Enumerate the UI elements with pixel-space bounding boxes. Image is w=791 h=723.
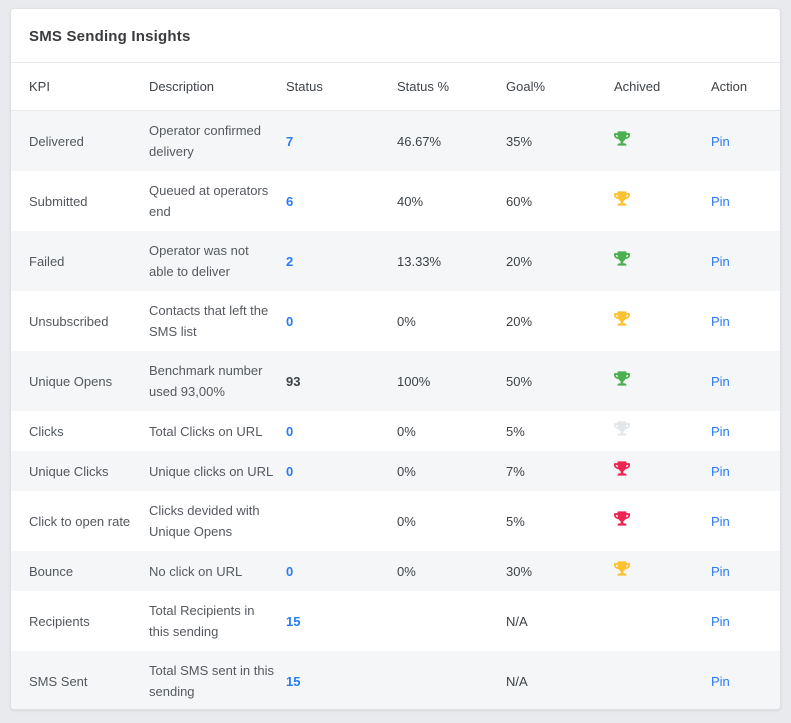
pin-link[interactable]: Pin xyxy=(711,423,730,439)
pin-link[interactable]: Pin xyxy=(711,193,730,209)
sms-insights-card: SMS Sending Insights KPI Description Sta… xyxy=(10,8,781,710)
goal-percent: 20% xyxy=(506,253,533,269)
kpi-description: Contacts that left the SMS list xyxy=(149,303,269,339)
pin-link[interactable]: Pin xyxy=(711,253,730,269)
status-value[interactable]: 6 xyxy=(286,193,294,209)
table-row: Bounce No click on URL 0 0% 30% Pin xyxy=(11,551,780,591)
trophy-icon xyxy=(614,250,630,266)
table-header-row: KPI Description Status Status % Goal% Ac… xyxy=(11,63,780,111)
kpi-description: Operator confirmed delivery xyxy=(149,123,261,159)
goal-percent: 60% xyxy=(506,193,533,209)
column-header-action: Action xyxy=(711,79,748,94)
status-percent: 100% xyxy=(397,373,431,389)
table-row: Unique Clicks Unique clicks on URL 0 0% … xyxy=(11,451,780,491)
table-row: Unique Opens Benchmark number used 93,00… xyxy=(11,351,780,411)
status-value[interactable]: 0 xyxy=(286,313,294,329)
pin-link[interactable]: Pin xyxy=(711,563,730,579)
pin-link[interactable]: Pin xyxy=(711,513,730,529)
table-row: Click to open rate Clicks devided with U… xyxy=(11,491,780,551)
goal-percent: 35% xyxy=(506,133,533,149)
goal-percent: N/A xyxy=(506,613,528,629)
kpi-description: Operator was not able to deliver xyxy=(149,243,249,279)
goal-percent: 50% xyxy=(506,373,533,389)
page-title: SMS Sending Insights xyxy=(11,9,780,63)
trophy-icon xyxy=(614,370,630,386)
status-percent: 13.33% xyxy=(397,253,442,269)
kpi-description: Unique clicks on URL xyxy=(149,463,274,479)
kpi-label: Recipients xyxy=(29,613,90,629)
pin-link[interactable]: Pin xyxy=(711,673,730,689)
trophy-icon xyxy=(614,190,630,206)
status-percent: 0% xyxy=(397,513,416,529)
kpi-label: Bounce xyxy=(29,563,74,579)
status-percent: 46.67% xyxy=(397,133,442,149)
kpi-label: Delivered xyxy=(29,133,84,149)
pin-link[interactable]: Pin xyxy=(711,373,730,389)
kpi-description: Total Clicks on URL xyxy=(149,423,263,439)
trophy-icon xyxy=(614,560,630,576)
pin-link[interactable]: Pin xyxy=(711,613,730,629)
kpi-label: Unique Clicks xyxy=(29,463,109,479)
table-row: Recipients Total Recipients in this send… xyxy=(11,591,780,651)
goal-percent: 5% xyxy=(506,423,525,439)
status-percent: 0% xyxy=(397,423,416,439)
column-header-description: Description xyxy=(149,79,215,94)
pin-link[interactable]: Pin xyxy=(711,133,730,149)
table-row: Submitted Queued at operators end 6 40% … xyxy=(11,171,780,231)
kpi-description: Clicks devided with Unique Opens xyxy=(149,503,260,539)
status-value[interactable]: 15 xyxy=(286,613,301,629)
column-header-goal-pct: Goal% xyxy=(506,79,546,94)
column-header-status-pct: Status % xyxy=(397,79,450,94)
kpi-label: SMS Sent xyxy=(29,673,88,689)
goal-percent: 7% xyxy=(506,463,525,479)
status-value: 93 xyxy=(286,373,301,389)
kpi-label: Unique Opens xyxy=(29,373,113,389)
trophy-icon xyxy=(614,310,630,326)
kpi-description: Benchmark number used 93,00% xyxy=(149,363,263,399)
status-percent: 40% xyxy=(397,193,424,209)
kpi-description: Total SMS sent in this sending xyxy=(149,663,274,699)
table-row: SMS Sent Total SMS sent in this sending … xyxy=(11,651,780,709)
status-percent: 0% xyxy=(397,563,416,579)
goal-percent: 20% xyxy=(506,313,533,329)
table-row: Delivered Operator confirmed delivery 7 … xyxy=(11,111,780,171)
trophy-icon xyxy=(614,420,630,436)
status-value[interactable]: 0 xyxy=(286,463,294,479)
table-body: Delivered Operator confirmed delivery 7 … xyxy=(11,111,780,709)
table-row: Failed Operator was not able to deliver … xyxy=(11,231,780,291)
table-row: Unsubscribed Contacts that left the SMS … xyxy=(11,291,780,351)
status-value[interactable]: 0 xyxy=(286,563,294,579)
status-value[interactable]: 7 xyxy=(286,133,294,149)
kpi-label: Failed xyxy=(29,253,65,269)
goal-percent: N/A xyxy=(506,673,528,689)
status-percent: 0% xyxy=(397,313,416,329)
table-row: Clicks Total Clicks on URL 0 0% 5% Pin xyxy=(11,411,780,451)
kpi-label: Unsubscribed xyxy=(29,313,109,329)
status-value[interactable]: 2 xyxy=(286,253,294,269)
kpi-description: Queued at operators end xyxy=(149,183,269,219)
pin-link[interactable]: Pin xyxy=(711,463,730,479)
column-header-kpi: KPI xyxy=(29,79,50,94)
pin-link[interactable]: Pin xyxy=(711,313,730,329)
status-value[interactable]: 0 xyxy=(286,423,294,439)
kpi-description: No click on URL xyxy=(149,563,243,579)
kpi-label: Clicks xyxy=(29,423,64,439)
status-percent: 0% xyxy=(397,463,416,479)
goal-percent: 5% xyxy=(506,513,525,529)
kpi-description: Total Recipients in this sending xyxy=(149,603,255,639)
column-header-achived: Achived xyxy=(614,79,661,94)
kpi-label: Submitted xyxy=(29,193,88,209)
trophy-icon xyxy=(614,130,630,146)
trophy-icon xyxy=(614,460,630,476)
goal-percent: 30% xyxy=(506,563,533,579)
status-value[interactable]: 15 xyxy=(286,673,301,689)
kpi-label: Click to open rate xyxy=(29,513,131,529)
column-header-status: Status xyxy=(286,79,323,94)
trophy-icon xyxy=(614,510,630,526)
